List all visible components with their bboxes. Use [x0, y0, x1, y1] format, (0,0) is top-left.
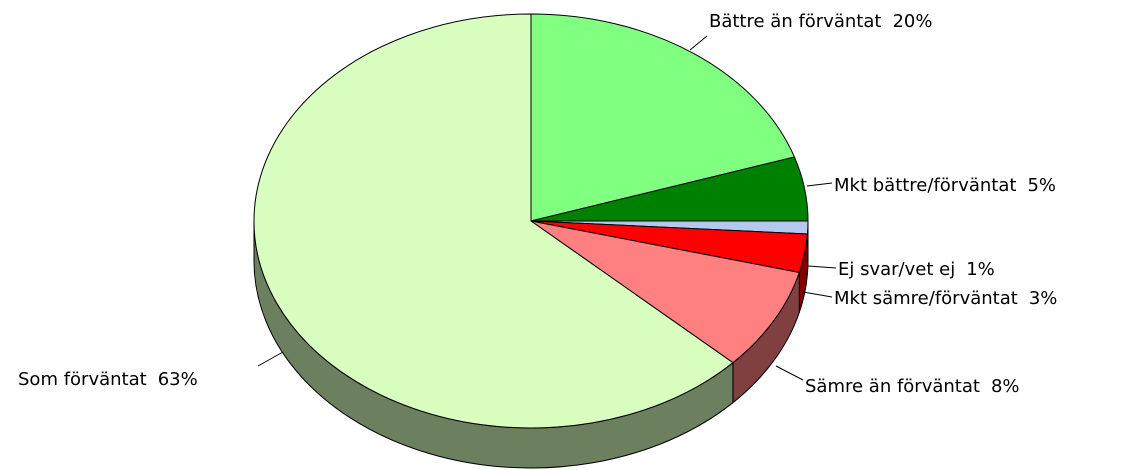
slice-label: Ej svar/vet ej 1% — [838, 259, 995, 280]
leader-line — [775, 365, 804, 381]
value-label: 63% — [158, 369, 198, 390]
leader-line — [689, 35, 708, 51]
value-label: 5% — [1027, 175, 1056, 196]
value-label: 8% — [991, 376, 1020, 397]
category-name: Mkt sämre/förväntat — [834, 288, 1018, 309]
slice-label: Mkt sämre/förväntat 3% — [834, 288, 1057, 309]
value-label: 3% — [1029, 288, 1058, 309]
leader-line — [806, 182, 833, 187]
leader-line — [257, 351, 284, 367]
category-name: Bättre än förväntat — [709, 11, 881, 32]
slice — [253, 13, 734, 429]
category-name: Mkt bättre/förväntat — [834, 175, 1016, 196]
slice-label: Sämre än förväntat 8% — [805, 376, 1020, 397]
slice-label: Som förväntat 63% — [18, 369, 198, 390]
leader-line — [802, 291, 833, 298]
value-label: 1% — [966, 259, 995, 280]
category-name: Ej svar/vet ej — [838, 259, 955, 280]
slice — [530, 220, 800, 364]
slice-label: Bättre än förväntat 20% — [709, 11, 932, 32]
slice-label: Mkt bättre/förväntat 5% — [834, 175, 1056, 196]
value-label: 20% — [892, 11, 932, 32]
category-name: Som förväntat — [18, 369, 147, 390]
leader-line — [807, 265, 837, 269]
category-name: Sämre än förväntat — [805, 376, 980, 397]
slice — [530, 13, 796, 222]
